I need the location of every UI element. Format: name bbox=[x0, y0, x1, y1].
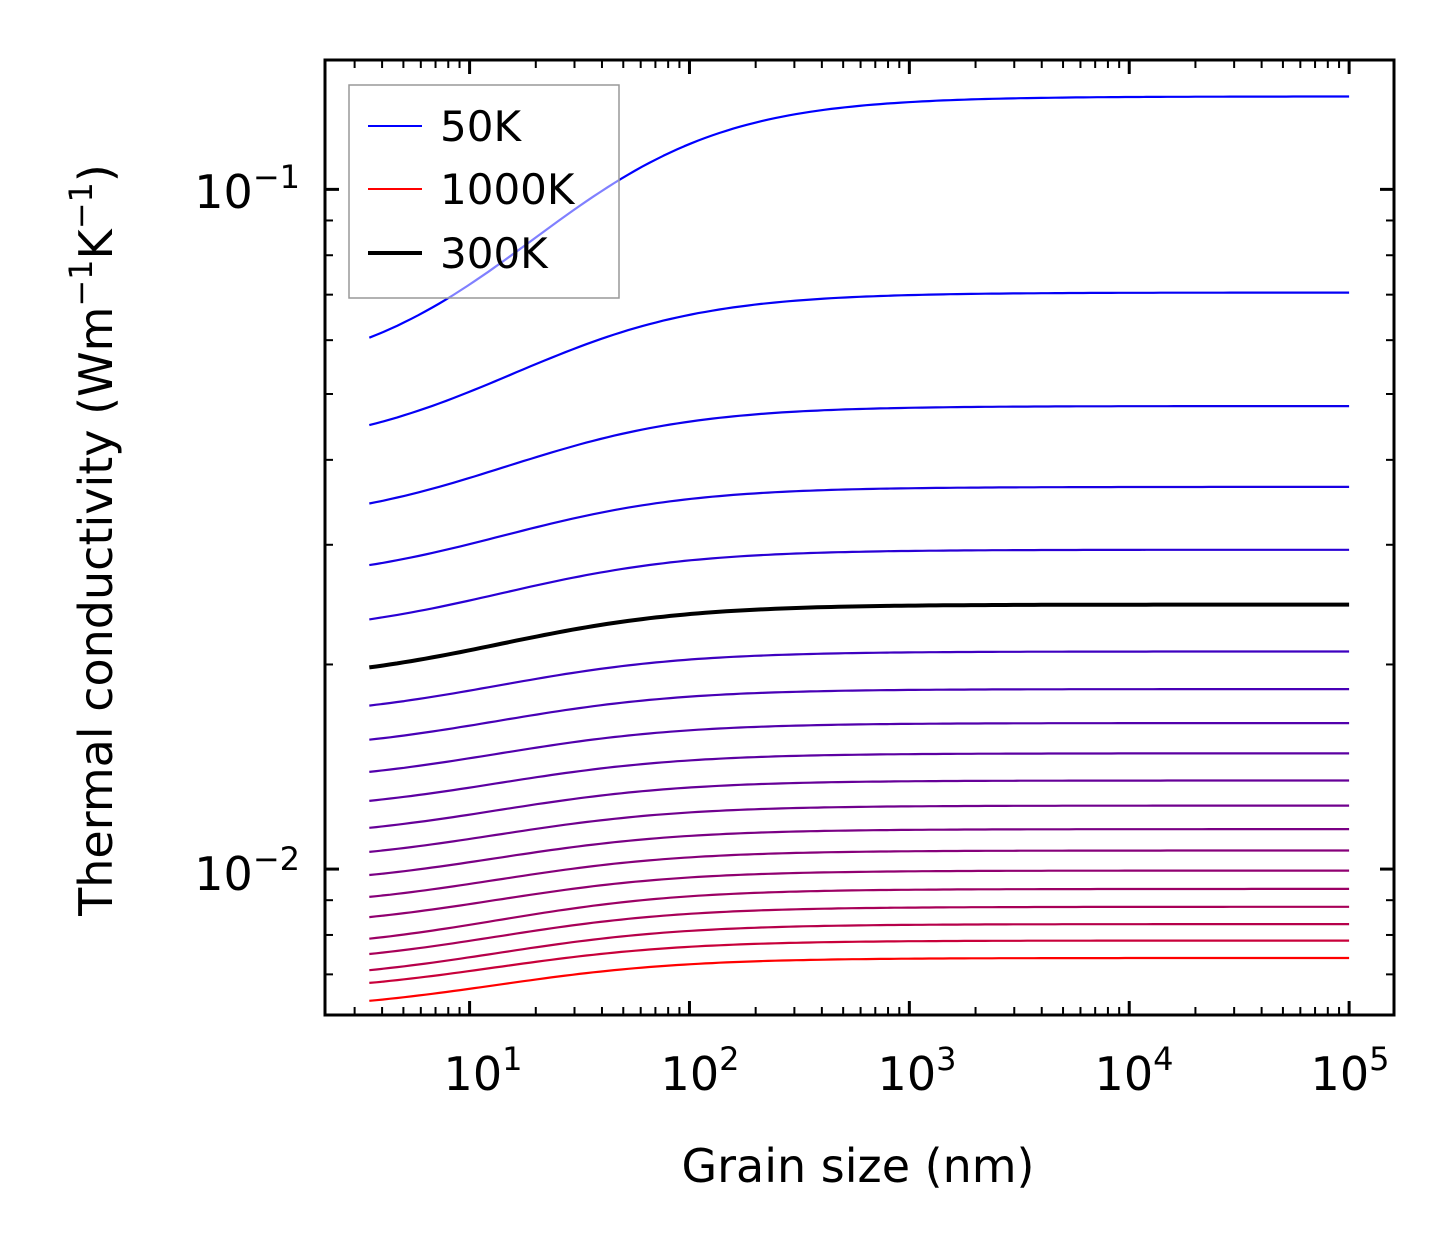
legend-label-300k: 300K bbox=[440, 229, 549, 278]
x-tick-label-10000: 104 bbox=[1095, 1040, 1174, 1101]
series-line-300k bbox=[369, 602, 1350, 670]
series-line-450k bbox=[369, 721, 1350, 773]
series-line-1000k bbox=[369, 956, 1350, 1002]
series-line-950k bbox=[369, 939, 1350, 984]
y-tick-label-0.01: 10−2 bbox=[194, 840, 300, 901]
series-line-200k bbox=[369, 485, 1350, 567]
series-line-500k bbox=[369, 752, 1350, 802]
x-tick-label-100: 102 bbox=[661, 1040, 740, 1101]
series-line-650k bbox=[369, 827, 1350, 877]
y-axis-title: Thermal conductivity (Wm−1K−1) bbox=[62, 164, 123, 917]
series-line-750k bbox=[369, 869, 1350, 919]
series-line-250k bbox=[369, 548, 1350, 621]
y-tick-label-0.1: 10−1 bbox=[194, 158, 300, 219]
x-tick-label-100000: 105 bbox=[1311, 1040, 1390, 1101]
series-line-850k bbox=[369, 905, 1350, 956]
x-tick-label-1000: 103 bbox=[878, 1040, 957, 1101]
series-line-550k bbox=[369, 779, 1350, 829]
plot-frame bbox=[323, 58, 1396, 1017]
series-line-150k bbox=[369, 405, 1350, 505]
series-line-600k bbox=[369, 804, 1350, 853]
series-line-900k bbox=[369, 922, 1350, 972]
series-line-350k bbox=[369, 650, 1350, 707]
series-layer bbox=[368, 95, 1350, 1002]
series-line-100k bbox=[369, 291, 1350, 427]
series-line-700k bbox=[369, 849, 1350, 898]
legend-box bbox=[348, 84, 620, 299]
x-tick-label-10: 101 bbox=[444, 1040, 523, 1101]
x-axis-title: Grain size (nm) bbox=[682, 1139, 1035, 1193]
legend-label-50k: 50K bbox=[440, 102, 522, 151]
series-line-800k bbox=[369, 887, 1350, 940]
legend-label-1000k: 1000K bbox=[440, 165, 576, 214]
legend: 50K 1000K 300K bbox=[348, 84, 620, 299]
series-line-400k bbox=[369, 687, 1350, 741]
